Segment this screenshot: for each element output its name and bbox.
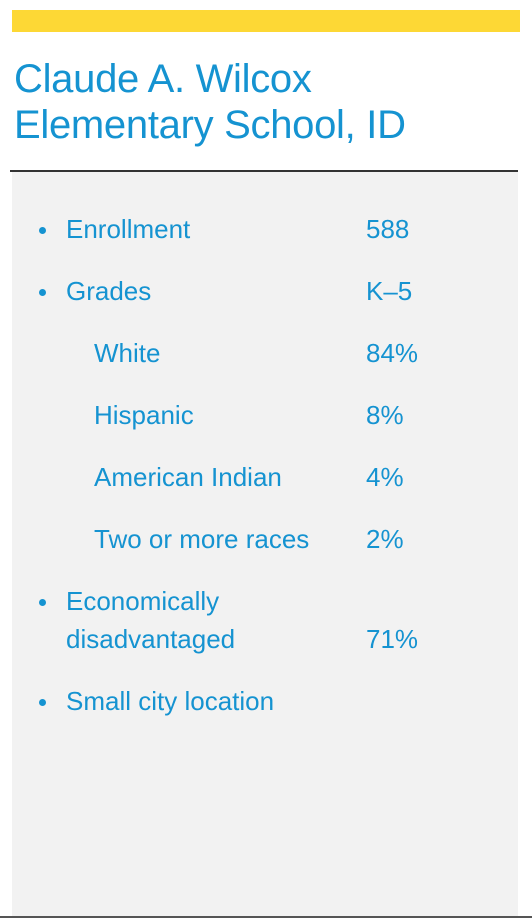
fact-economically-disadvantaged: Economically disadvantaged 71% [12,582,518,658]
bottom-divider [0,916,532,918]
facts-panel: Enrollment 588 Grades K–5 White 84% Hisp… [12,172,518,916]
page-title: Claude A. Wilcox Elementary School, ID [14,56,519,148]
fact-label: Two or more races [94,524,310,554]
fact-value: 71% [366,624,419,654]
fact-value: 588 [366,214,410,244]
fact-label-line-1: Economically [66,586,220,616]
bullet-icon [39,699,46,706]
title-line-1: Claude A. Wilcox [14,57,312,101]
fact-value: 84% [366,338,419,368]
fact-label: Economically disadvantaged [66,582,235,658]
fact-label: Small city location [66,686,275,716]
fact-label-line-2: disadvantaged [66,624,236,654]
fact-label: Enrollment [66,214,191,244]
fact-label: Hispanic [94,400,194,430]
fact-value: 8% [366,400,404,430]
fact-value: K–5 [366,276,413,306]
bullet-icon [39,227,46,234]
title-line-2: Elementary School, ID [14,103,406,147]
title-divider [10,170,518,172]
bullet-icon [39,289,46,296]
fact-label: American Indian [94,462,282,492]
fact-label: Grades [66,276,152,306]
fact-label: White [94,338,161,368]
fact-value: 4% [366,462,404,492]
top-accent-bar [12,10,520,32]
bullet-icon [39,599,46,606]
fact-value: 2% [366,524,404,554]
